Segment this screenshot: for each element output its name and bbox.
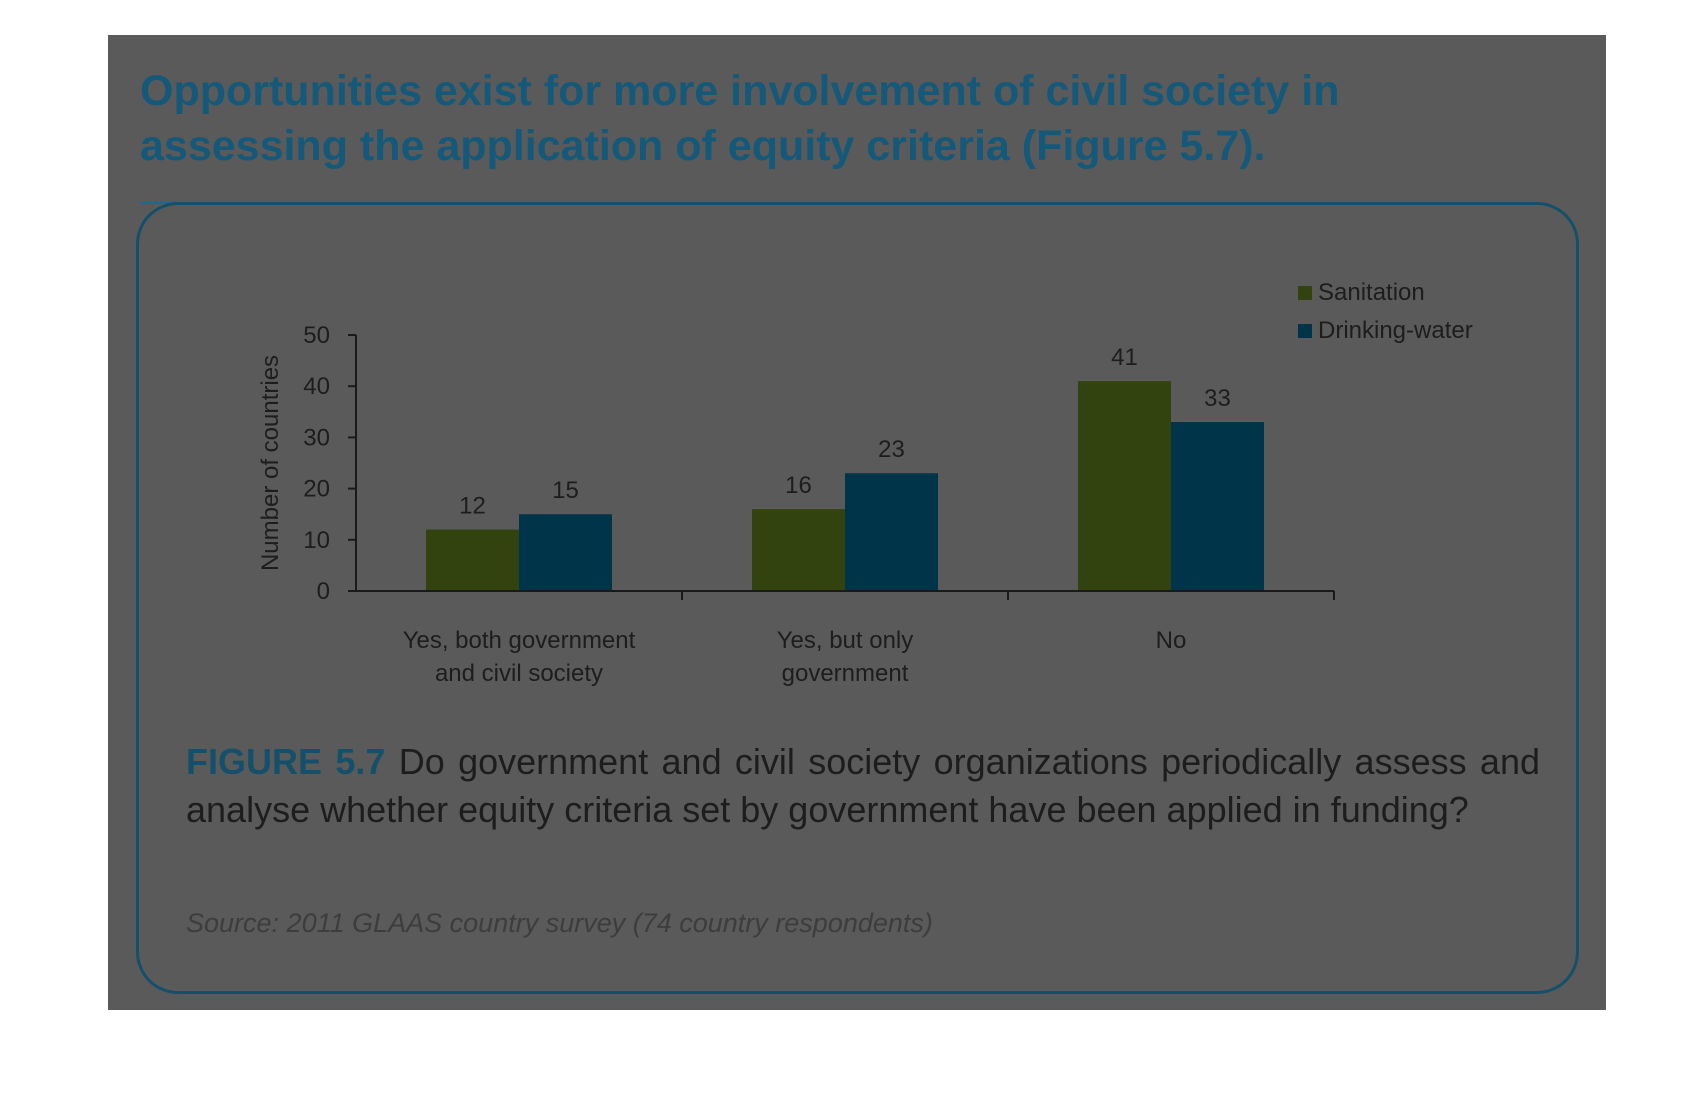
data-label: 41 [1111, 344, 1138, 371]
bar-sanitation-0 [426, 529, 519, 591]
chart-bars [426, 381, 1264, 591]
legend-swatch [1298, 286, 1312, 300]
y-tick-label: 10 [303, 527, 330, 554]
figure-frame [136, 202, 1579, 994]
x-tick-label: Yes, but only government [777, 627, 914, 687]
y-tick-label: 30 [303, 424, 330, 451]
figure-caption-text: Do government and civil society organiza… [186, 741, 1540, 830]
y-tick-label: 0 [317, 578, 330, 605]
legend-swatch [1298, 324, 1312, 338]
legend-label: Sanitation [1318, 279, 1425, 306]
bar-sanitation-2 [1078, 381, 1171, 591]
headline: Opportunities exist for more involvement… [140, 67, 1340, 170]
data-label: 16 [785, 472, 812, 499]
data-label: 12 [459, 493, 486, 520]
chart-axes [348, 334, 1335, 600]
data-label: 23 [878, 436, 905, 463]
y-axis-title: Number of countries [257, 355, 284, 571]
figure-caption: FIGURE 5.7 Do government and civil socie… [186, 738, 1540, 834]
bar-sanitation-1 [752, 509, 845, 591]
chart-labels: 12 15 16 23 41 33 0 10 20 30 40 50 Yes, both governm… [257, 322, 1231, 687]
y-tick-label: 40 [303, 373, 330, 400]
bar-drinking-water-1 [845, 473, 938, 591]
data-label: 33 [1204, 385, 1231, 412]
x-tick-label: No [1156, 627, 1187, 654]
x-tick-label: Yes, both government and civil society [403, 627, 636, 687]
chart-legend: Sanitation Drinking-water [1298, 279, 1473, 344]
figure-source: Source: 2011 GLAAS country survey (74 co… [186, 908, 933, 938]
y-tick-label: 20 [303, 476, 330, 503]
bar-drinking-water-0 [519, 514, 612, 591]
figure-label: FIGURE 5.7 [186, 741, 386, 782]
y-tick-label: 50 [303, 322, 330, 349]
legend-label: Drinking-water [1318, 317, 1473, 344]
bar-drinking-water-2 [1171, 422, 1264, 591]
data-label: 15 [552, 477, 579, 504]
